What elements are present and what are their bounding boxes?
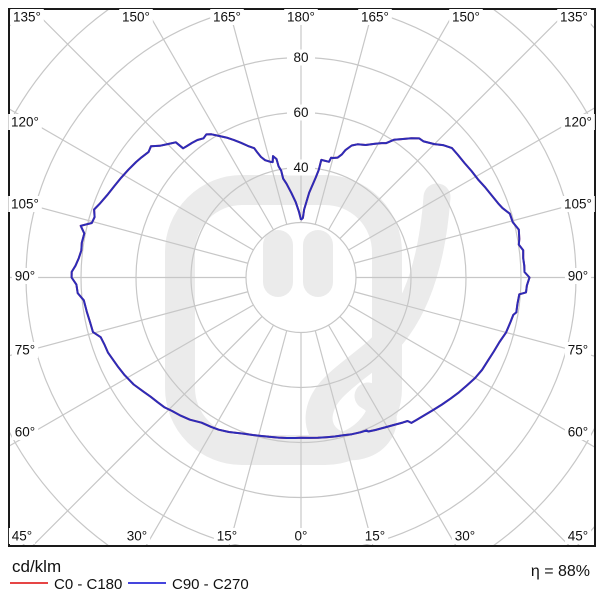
grid-spoke	[314, 10, 374, 225]
grid-spoke	[353, 291, 594, 357]
curve-c90-c270	[70, 133, 531, 439]
angle-labels: 135° 150° 165° 180° 165° 150° 135° 120° 105° 90° 7…	[8, 9, 595, 544]
label-knockout	[287, 104, 315, 121]
grid-spoke	[348, 304, 594, 448]
angle-label: 90°	[568, 269, 588, 284]
angle-label: 150°	[122, 10, 150, 25]
label-knockout	[123, 528, 151, 544]
label-knockout	[564, 342, 592, 358]
label-knockout	[8, 528, 36, 544]
grid-spoke	[348, 107, 594, 251]
legend-unit-label: cd/klm	[12, 557, 62, 576]
grid-spoke	[10, 198, 249, 264]
label-knockout	[361, 528, 389, 544]
efficiency-label: η = 88%	[530, 563, 590, 580]
plug-prong-left-icon	[263, 230, 293, 297]
angle-label: 165°	[361, 10, 389, 25]
angle-label: 60°	[568, 425, 588, 440]
radial-tick-label: 60	[293, 105, 308, 120]
grid-spoke	[228, 10, 288, 225]
radial-labels: 40 60 80	[287, 49, 315, 176]
grid-spoke	[145, 10, 275, 231]
angle-label: 105°	[564, 197, 592, 212]
angle-label: 150°	[452, 10, 480, 25]
label-knockout	[561, 196, 595, 212]
label-knockout	[561, 114, 595, 130]
label-knockout	[11, 342, 39, 358]
label-knockout	[287, 49, 315, 66]
angle-label: 120°	[11, 115, 39, 130]
grid-spoke	[145, 324, 275, 545]
plug-prong-right-icon	[303, 230, 333, 297]
label-knockout	[213, 528, 241, 544]
label-knockout	[564, 424, 592, 440]
grid-spoke	[32, 315, 263, 545]
grid-spoke	[314, 330, 374, 545]
radial-tick-label: 40	[293, 160, 308, 175]
label-knockout	[210, 9, 244, 25]
angle-label: 135°	[13, 10, 41, 25]
angle-label: 15°	[365, 529, 385, 544]
angle-label: 45°	[12, 529, 32, 544]
angle-label: 180°	[287, 10, 315, 25]
label-knockout	[291, 528, 311, 544]
grid-spoke	[327, 10, 457, 231]
label-knockout	[287, 159, 315, 176]
angle-label: 75°	[15, 343, 35, 358]
label-knockout	[11, 424, 39, 440]
angle-label: 30°	[127, 529, 147, 544]
label-knockout	[8, 196, 42, 212]
angle-label: 120°	[564, 115, 592, 130]
label-knockout	[451, 528, 479, 544]
angle-label: 60°	[15, 425, 35, 440]
label-knockout	[557, 9, 591, 25]
angle-label: 75°	[568, 343, 588, 358]
label-knockout	[449, 9, 483, 25]
angle-label: 15°	[217, 529, 237, 544]
angle-label: 90°	[15, 269, 35, 284]
label-knockout	[11, 268, 39, 284]
label-knockout	[358, 9, 392, 25]
angle-label: 165°	[213, 10, 241, 25]
grid-spoke	[339, 315, 570, 545]
label-knockout	[564, 528, 592, 544]
grid-spoke	[353, 198, 594, 264]
grid-spoke	[10, 291, 249, 357]
angle-label: 45°	[568, 529, 588, 544]
curves	[70, 133, 531, 439]
angle-label: 135°	[560, 10, 588, 25]
label-knockout	[564, 268, 592, 284]
radial-tick-label: 80	[293, 50, 308, 65]
angle-label: 105°	[11, 197, 39, 212]
grid-spoke	[327, 324, 457, 545]
watermark-logo	[165, 175, 451, 465]
legend-line-c90-c270	[128, 582, 166, 584]
legend-label-c0-c180: C0 - C180	[54, 576, 123, 593]
grid-spoke	[228, 330, 288, 545]
grid-ring	[245, 221, 357, 334]
legend-line-c0-c180	[10, 582, 48, 584]
label-knockout	[10, 9, 44, 25]
grid-spoke	[10, 304, 254, 447]
angle-label: 30°	[455, 529, 475, 544]
grid-spoke	[10, 108, 254, 251]
plug-cord-icon	[305, 183, 451, 461]
label-knockout	[8, 114, 42, 130]
label-knockout	[119, 9, 153, 25]
label-knockout	[284, 9, 318, 25]
angle-label: 0°	[295, 529, 308, 544]
legend-label-c90-c270: C90 - C270	[172, 576, 249, 593]
